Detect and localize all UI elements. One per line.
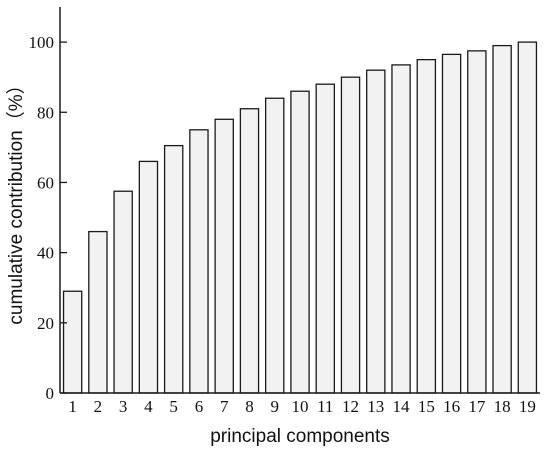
bar-pc-3	[113, 190, 133, 394]
x-tick-label: 4	[144, 397, 153, 416]
x-tick-label: 19	[519, 397, 536, 416]
x-tick-label: 3	[119, 397, 128, 416]
x-tick-label: 2	[94, 397, 103, 416]
bar-pc-11	[315, 83, 336, 394]
y-axis-title: cumulative contribution（%）	[5, 75, 27, 324]
x-axis-title: principal components	[210, 426, 390, 447]
bars-group	[62, 41, 538, 394]
bar-pc-6	[189, 129, 209, 394]
bar-pc-7	[214, 118, 234, 394]
y-tick-label: 0	[46, 384, 55, 403]
y-tick-label: 80	[37, 103, 54, 122]
y-tick-label: 60	[37, 173, 54, 192]
bar-pc-4	[138, 160, 159, 394]
x-tick-label: 9	[270, 397, 279, 416]
bar-pc-8	[239, 108, 260, 394]
bar-pc-10	[290, 90, 310, 394]
y-tick-label: 40	[37, 244, 54, 263]
bar-pc-18	[492, 44, 512, 394]
bar-pc-17	[467, 50, 487, 394]
bar-pc-16	[441, 53, 462, 394]
y-axis-ticks: 0 20 40 60 80 100	[29, 33, 67, 403]
x-tick-label: 7	[220, 397, 229, 416]
x-tick-label: 14	[393, 397, 411, 416]
x-tick-label: 11	[317, 397, 333, 416]
x-tick-label: 13	[367, 397, 384, 416]
x-tick-label: 17	[468, 397, 486, 416]
y-tick-label: 100	[29, 33, 55, 52]
x-tick-label: 15	[418, 397, 435, 416]
x-tick-label: 12	[342, 397, 359, 416]
x-tick-label: 1	[68, 397, 77, 416]
bar-pc-14	[391, 64, 411, 394]
x-tick-label: 6	[195, 397, 204, 416]
bar-pc-15	[416, 58, 437, 394]
x-tick-label: 10	[292, 397, 309, 416]
bar-pc-12	[340, 76, 361, 394]
bar-pc-1	[62, 290, 83, 394]
x-tick-label: 5	[169, 397, 178, 416]
bar-pc-2	[88, 230, 108, 394]
bar-pc-9	[264, 97, 285, 394]
bar-pc-5	[163, 144, 184, 394]
x-tick-label: 16	[443, 397, 460, 416]
x-tick-label: 8	[245, 397, 254, 416]
y-tick-label: 20	[37, 314, 54, 333]
x-tick-label: 18	[494, 397, 511, 416]
bar-pc-13	[366, 69, 386, 394]
bar-pc-19	[517, 41, 538, 394]
x-axis-ticks: 1 2 3 4 5 6 7 8 9 10 11 12 13 14 15 16 17 18 19	[68, 397, 535, 416]
